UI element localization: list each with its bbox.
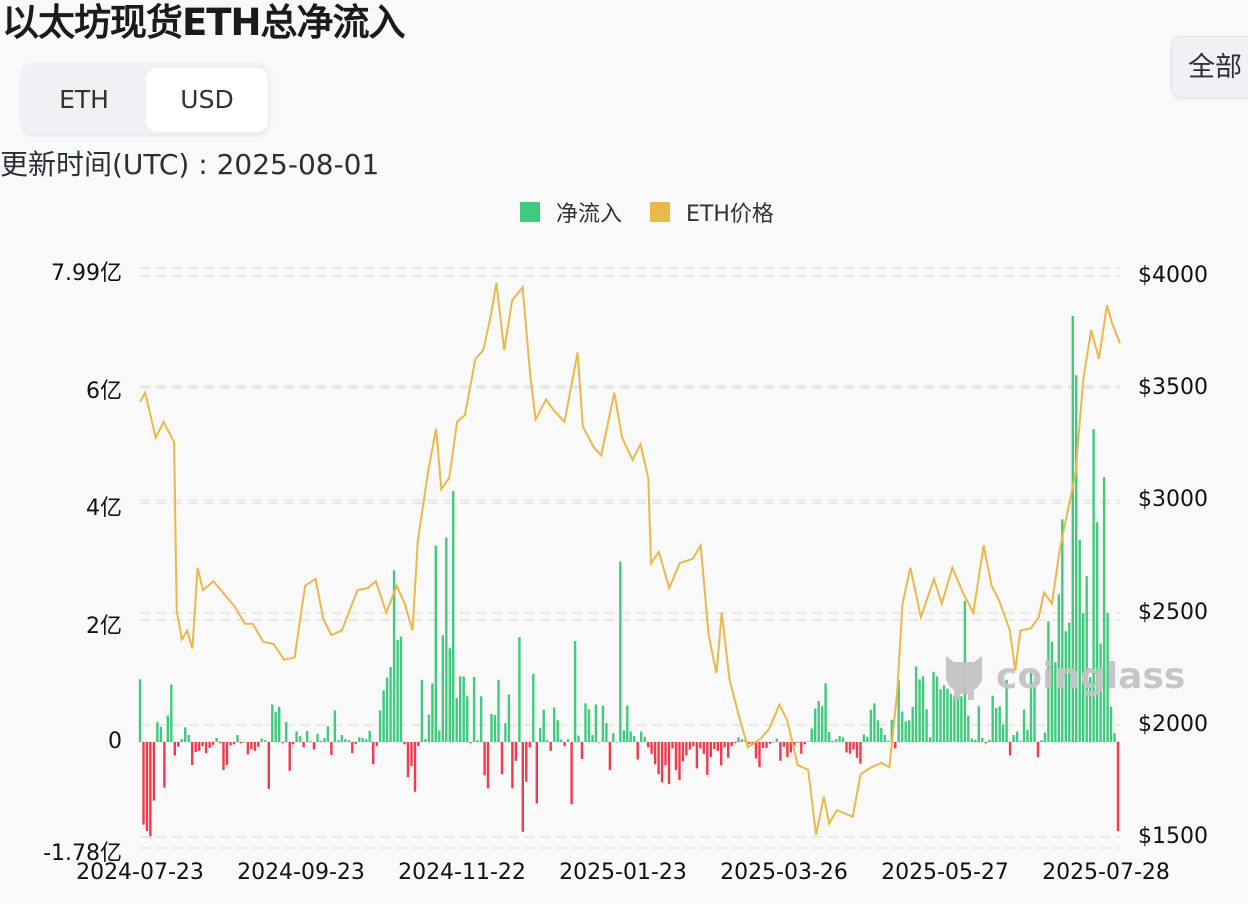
x-tick: 2024-11-22 <box>398 860 526 885</box>
legend-label-eth-price: ETH价格 <box>686 202 774 227</box>
x-tick: 2025-01-23 <box>559 860 687 885</box>
unit-toggle-eth[interactable]: ETH <box>59 85 109 114</box>
page-title: 以太坊现货ETH总净流入 <box>2 1 405 44</box>
y-right-tick: $2500 <box>1138 600 1208 625</box>
gridlines <box>140 267 1120 849</box>
chart-legend: 净流入 ETH价格 <box>520 197 802 227</box>
unit-toggle: ETH USD <box>21 62 270 134</box>
legend-eth-price[interactable]: ETH价格 <box>650 196 774 228</box>
range-all-button[interactable]: 全部 <box>1171 36 1248 98</box>
updated-time: 更新时间(UTC) : 2025-08-01 <box>0 148 380 181</box>
y-right-tick: $4000 <box>1138 263 1208 288</box>
y-left-tick: 2亿 <box>86 614 122 639</box>
watermark-text: coinglass <box>996 655 1186 697</box>
y-right-tick: $2000 <box>1138 712 1208 737</box>
legend-swatch-net-inflow <box>520 202 540 222</box>
coinglass-watermark: coinglass <box>940 650 1185 702</box>
legend-label-net-inflow: 净流入 <box>556 202 623 227</box>
eth-price-line <box>139 282 1121 836</box>
y-left-tick: 4亿 <box>86 496 122 521</box>
x-tick: 2025-07-28 <box>1042 860 1170 885</box>
y-left-tick: 0 <box>108 729 122 754</box>
y-left-tick: 7.99亿 <box>51 261 122 286</box>
x-tick: 2025-05-27 <box>881 860 1009 885</box>
legend-net-inflow[interactable]: 净流入 <box>520 196 622 228</box>
x-tick: 2024-09-23 <box>237 860 365 885</box>
legend-swatch-eth-price <box>650 202 671 222</box>
y-right-tick: $3000 <box>1138 487 1208 512</box>
y-right-tick: $1500 <box>1138 824 1208 849</box>
x-tick: 2024-07-23 <box>76 860 204 885</box>
coinglass-logo-icon <box>945 656 983 700</box>
y-left-tick: 6亿 <box>86 379 122 404</box>
net-inflow-bars <box>138 316 1120 837</box>
x-tick: 2025-03-26 <box>720 860 848 885</box>
y-right-tick: $3500 <box>1138 375 1208 400</box>
y-left-tick: -1.78亿 <box>43 841 122 866</box>
unit-toggle-usd[interactable]: USD <box>146 68 268 132</box>
